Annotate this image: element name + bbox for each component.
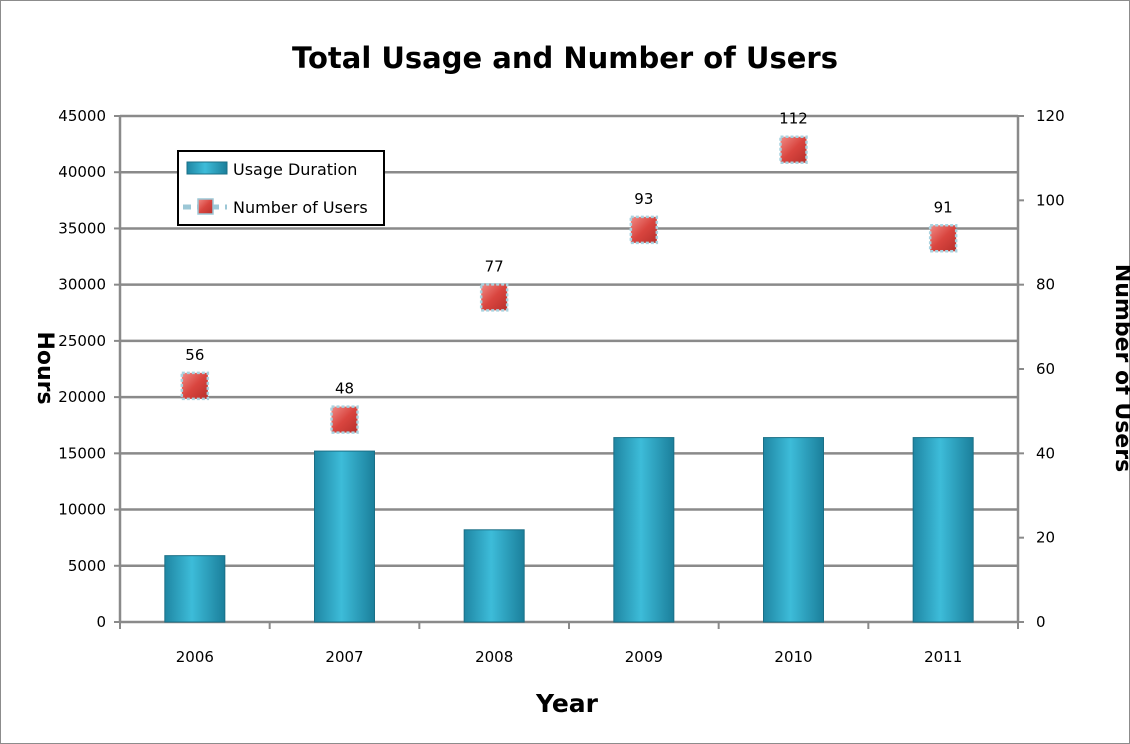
x-tick-label: 2010	[774, 648, 812, 666]
users-marker-2008	[479, 283, 509, 312]
right-axis-label: Number of Users	[1110, 264, 1130, 472]
x-tick-label: 2006	[176, 648, 214, 666]
legend: Usage Duration Number of Users	[177, 150, 385, 226]
right-tick-label: 120	[1036, 107, 1065, 125]
x-tick-label: 2009	[625, 648, 663, 666]
bar-2011	[912, 437, 974, 623]
left-tick-label: 10000	[58, 501, 106, 519]
left-tick-label: 40000	[58, 163, 106, 181]
legend-bar-swatch	[186, 161, 228, 175]
users-marker-2009	[629, 215, 659, 245]
users-marker-2011	[928, 224, 958, 253]
left-tick-label: 30000	[58, 276, 106, 294]
users-data-label: 93	[634, 190, 653, 208]
legend-label-users: Number of Users	[233, 198, 368, 217]
bar-2010	[763, 437, 824, 623]
right-tick-label: 80	[1036, 276, 1055, 294]
right-tick-label: 0	[1036, 613, 1046, 631]
left-tick-label: 15000	[58, 444, 106, 462]
x-axis-ticks: 2006 2007 2008 2009 2010 2011	[119, 622, 1019, 666]
bar-2008	[463, 529, 525, 623]
left-tick-label: 5000	[68, 557, 106, 575]
left-tick-label: 45000	[58, 107, 106, 125]
legend-label-usage: Usage Duration	[233, 160, 357, 179]
chart-title: Total Usage and Number of Users	[292, 41, 838, 75]
x-tick-label: 2008	[475, 648, 513, 666]
right-tick-label: 40	[1036, 444, 1055, 462]
x-axis-label: Year	[535, 689, 599, 718]
left-tick-label: 0	[96, 613, 106, 631]
users-marker-2010	[779, 135, 808, 164]
bar-2007	[314, 450, 375, 623]
users-data-label: 112	[779, 110, 808, 128]
gridlines	[120, 114, 1018, 568]
left-tick-label: 35000	[58, 219, 106, 237]
user-markers: 56 48 77 93 112 91	[180, 110, 958, 434]
bar-2006	[164, 555, 226, 623]
left-tick-label: 25000	[58, 332, 106, 350]
right-tick-label: 20	[1036, 529, 1055, 547]
left-axis-ticks: 0 5000 10000 15000 20000 25000 30000 35000 40000…	[58, 107, 120, 631]
x-tick-label: 2011	[924, 648, 962, 666]
x-tick-label: 2007	[325, 648, 363, 666]
legend-marker-swatch	[197, 198, 214, 215]
users-marker-2006	[180, 371, 210, 401]
users-marker-2007	[330, 405, 359, 434]
right-tick-label: 60	[1036, 360, 1055, 378]
bar-2009	[613, 437, 675, 623]
left-axis-label: Hours	[32, 331, 57, 404]
users-data-label: 56	[185, 346, 204, 364]
users-data-label: 48	[335, 380, 354, 398]
usage-bars	[164, 437, 974, 623]
left-tick-label: 20000	[58, 388, 106, 406]
users-data-label: 91	[934, 198, 953, 216]
users-data-label: 77	[485, 257, 504, 275]
right-axis-ticks: 0 20 40 60 80 100 120	[1018, 107, 1065, 631]
right-tick-label: 100	[1036, 191, 1065, 209]
